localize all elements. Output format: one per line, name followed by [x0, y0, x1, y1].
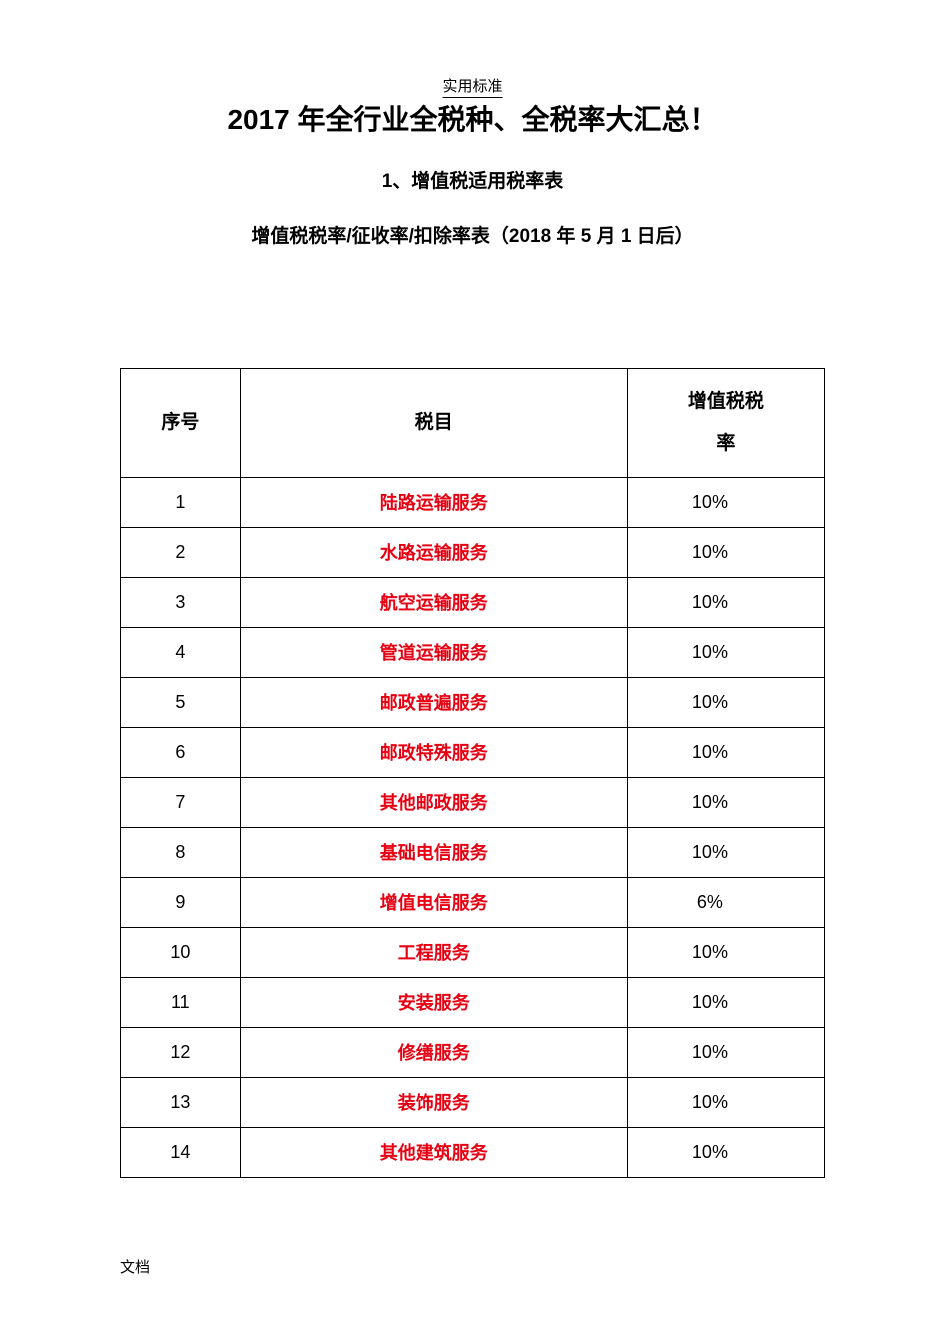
table-row: 10工程服务10%	[121, 927, 825, 977]
page-footer-label: 文档	[120, 1256, 150, 1277]
cell-seq: 2	[121, 527, 241, 577]
table-row: 7其他邮政服务10%	[121, 777, 825, 827]
col-header-rate: 增值税税 率	[627, 369, 824, 478]
cell-rate: 10%	[627, 777, 824, 827]
cell-rate: 10%	[627, 727, 824, 777]
cell-rate: 10%	[627, 1127, 824, 1177]
cell-item: 修缮服务	[240, 1027, 627, 1077]
cell-rate: 10%	[627, 977, 824, 1027]
subtitle-1: 1、增值税适用税率表	[120, 166, 825, 193]
cell-item: 工程服务	[240, 927, 627, 977]
table-row: 5邮政普遍服务10%	[121, 677, 825, 727]
cell-item: 邮政特殊服务	[240, 727, 627, 777]
cell-item: 装饰服务	[240, 1077, 627, 1127]
table-row: 14其他建筑服务10%	[121, 1127, 825, 1177]
cell-item: 水路运输服务	[240, 527, 627, 577]
cell-item: 航空运输服务	[240, 577, 627, 627]
cell-seq: 7	[121, 777, 241, 827]
cell-seq: 1	[121, 477, 241, 527]
cell-rate: 10%	[627, 627, 824, 677]
cell-item: 邮政普遍服务	[240, 677, 627, 727]
cell-rate: 10%	[627, 1077, 824, 1127]
cell-rate: 10%	[627, 527, 824, 577]
cell-seq: 10	[121, 927, 241, 977]
table-row: 2水路运输服务10%	[121, 527, 825, 577]
cell-item: 陆路运输服务	[240, 477, 627, 527]
tax-rate-table: 序号 税目 增值税税 率 1陆路运输服务10%2水路运输服务10%3航空运输服务…	[120, 368, 825, 1178]
cell-rate: 10%	[627, 577, 824, 627]
cell-seq: 9	[121, 877, 241, 927]
table-row: 8基础电信服务10%	[121, 827, 825, 877]
cell-seq: 5	[121, 677, 241, 727]
cell-seq: 3	[121, 577, 241, 627]
table-header-row: 序号 税目 增值税税 率	[121, 369, 825, 478]
cell-rate: 10%	[627, 927, 824, 977]
table-row: 12修缮服务10%	[121, 1027, 825, 1077]
cell-rate: 10%	[627, 677, 824, 727]
cell-rate: 10%	[627, 1027, 824, 1077]
col-header-item: 税目	[240, 369, 627, 478]
cell-rate: 10%	[627, 477, 824, 527]
subtitle-2: 增值税税率/征收率/扣除率表（2018 年 5 月 1 日后）	[120, 221, 825, 248]
col-header-seq: 序号	[121, 369, 241, 478]
cell-seq: 11	[121, 977, 241, 1027]
table-row: 11安装服务10%	[121, 977, 825, 1027]
cell-seq: 14	[121, 1127, 241, 1177]
table-body: 1陆路运输服务10%2水路运输服务10%3航空运输服务10%4管道运输服务10%…	[121, 477, 825, 1177]
cell-item: 基础电信服务	[240, 827, 627, 877]
col-header-rate-line1: 增值税税	[688, 391, 764, 412]
cell-seq: 8	[121, 827, 241, 877]
cell-rate: 10%	[627, 827, 824, 877]
cell-seq: 12	[121, 1027, 241, 1077]
cell-item: 其他邮政服务	[240, 777, 627, 827]
page-header-label: 实用标准	[120, 75, 825, 96]
table-row: 13装饰服务10%	[121, 1077, 825, 1127]
table-row: 9增值电信服务6%	[121, 877, 825, 927]
cell-seq: 13	[121, 1077, 241, 1127]
cell-item: 安装服务	[240, 977, 627, 1027]
table-row: 6邮政特殊服务10%	[121, 727, 825, 777]
cell-seq: 4	[121, 627, 241, 677]
cell-item: 增值电信服务	[240, 877, 627, 927]
cell-seq: 6	[121, 727, 241, 777]
cell-item: 其他建筑服务	[240, 1127, 627, 1177]
page-container: 实用标准 2017 年全行业全税种、全税率大汇总！ 1、增值税适用税率表 增值税…	[0, 0, 945, 1218]
table-row: 3航空运输服务10%	[121, 577, 825, 627]
cell-rate: 6%	[627, 877, 824, 927]
col-header-rate-line2: 率	[716, 433, 735, 454]
main-title: 2017 年全行业全税种、全税率大汇总！	[120, 98, 825, 138]
table-row: 4管道运输服务10%	[121, 627, 825, 677]
cell-item: 管道运输服务	[240, 627, 627, 677]
table-row: 1陆路运输服务10%	[121, 477, 825, 527]
